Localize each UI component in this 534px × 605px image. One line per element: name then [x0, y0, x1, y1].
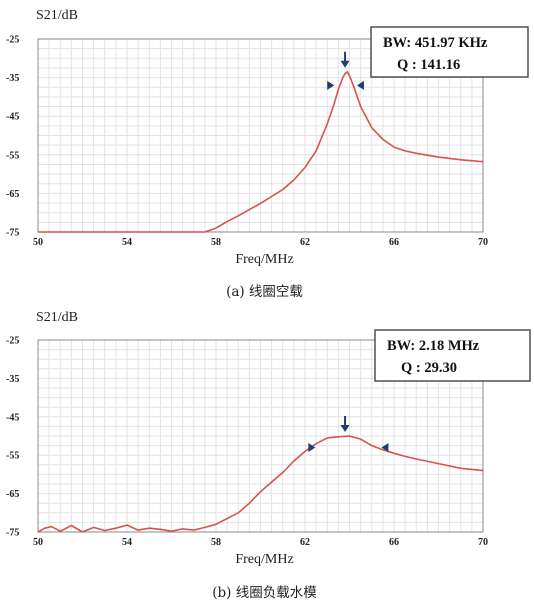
y-tick-label: -45 — [6, 112, 19, 123]
bandwidth-left-marker — [308, 443, 316, 453]
y-tick-label: -45 — [6, 412, 19, 423]
markers — [327, 51, 364, 90]
x-axis-label: Freq/MHz — [235, 252, 293, 267]
y-tick-label: -35 — [6, 374, 19, 385]
x-tick-label: 70 — [478, 537, 488, 548]
x-tick-label: 62 — [300, 237, 310, 248]
peak-marker-stem — [344, 51, 347, 62]
y-tick-label: -25 — [6, 336, 19, 347]
bandwidth-value: BW: 451.97 KHz — [383, 35, 488, 51]
x-tick-label: 54 — [122, 537, 132, 548]
bandwidth-left-marker — [327, 80, 335, 90]
y-tick-label: -75 — [6, 228, 19, 239]
y-tick-label: -25 — [6, 35, 19, 46]
y-axis-label: S21/dB — [36, 8, 78, 23]
markers — [308, 416, 389, 453]
y-tick-label: -55 — [6, 150, 19, 161]
plot-frame — [37, 38, 484, 233]
peak-marker-arrow — [340, 425, 350, 432]
s21-trace — [38, 71, 484, 233]
y-axis-label: S21/dB — [36, 310, 78, 325]
x-tick-label: 62 — [300, 537, 310, 548]
annotation-box — [370, 26, 529, 78]
x-tick-label: 70 — [478, 237, 488, 248]
x-tick-label: 66 — [389, 237, 399, 248]
annotation-box — [374, 329, 531, 382]
y-tick-label: -75 — [6, 528, 19, 539]
grid — [37, 38, 484, 233]
x-tick-label: 50 — [33, 237, 43, 248]
x-tick-label: 50 — [33, 537, 43, 548]
figure-caption: (b) 线圈负载水模 — [212, 585, 317, 601]
x-axis-label: Freq/MHz — [235, 552, 293, 567]
plot-frame — [37, 339, 484, 533]
peak-marker-arrow — [340, 60, 350, 68]
x-tick-label: 58 — [211, 537, 221, 548]
s21-trace — [37, 435, 484, 533]
bandwidth-right-marker — [356, 80, 364, 90]
y-tick-label: -35 — [6, 73, 19, 84]
y-tick-label: -65 — [6, 489, 19, 500]
figure-caption: (a) 线圈空载 — [226, 284, 303, 300]
y-tick-label: -65 — [6, 189, 19, 200]
bandwidth-right-marker — [381, 443, 389, 453]
bandwidth-value: BW: 2.18 MHz — [387, 338, 480, 354]
x-tick-label: 54 — [122, 237, 132, 248]
q-value: Q : 29.30 — [401, 360, 457, 376]
y-tick-label: -55 — [6, 451, 19, 462]
x-tick-label: 58 — [211, 237, 221, 248]
x-tick-label: 66 — [389, 537, 399, 548]
peak-marker-stem — [344, 416, 347, 426]
q-value: Q : 141.16 — [397, 57, 460, 73]
chart-panel-b: -25 -35 -45 -55 -65 -75 50 54 58 62 66 70 S21/dB Freq… — [6, 310, 531, 601]
chart-panel-a: -25 -35 -45 -55 -65 -75 50 54 58 62 66 70 S21/dB Freq… — [6, 8, 529, 300]
